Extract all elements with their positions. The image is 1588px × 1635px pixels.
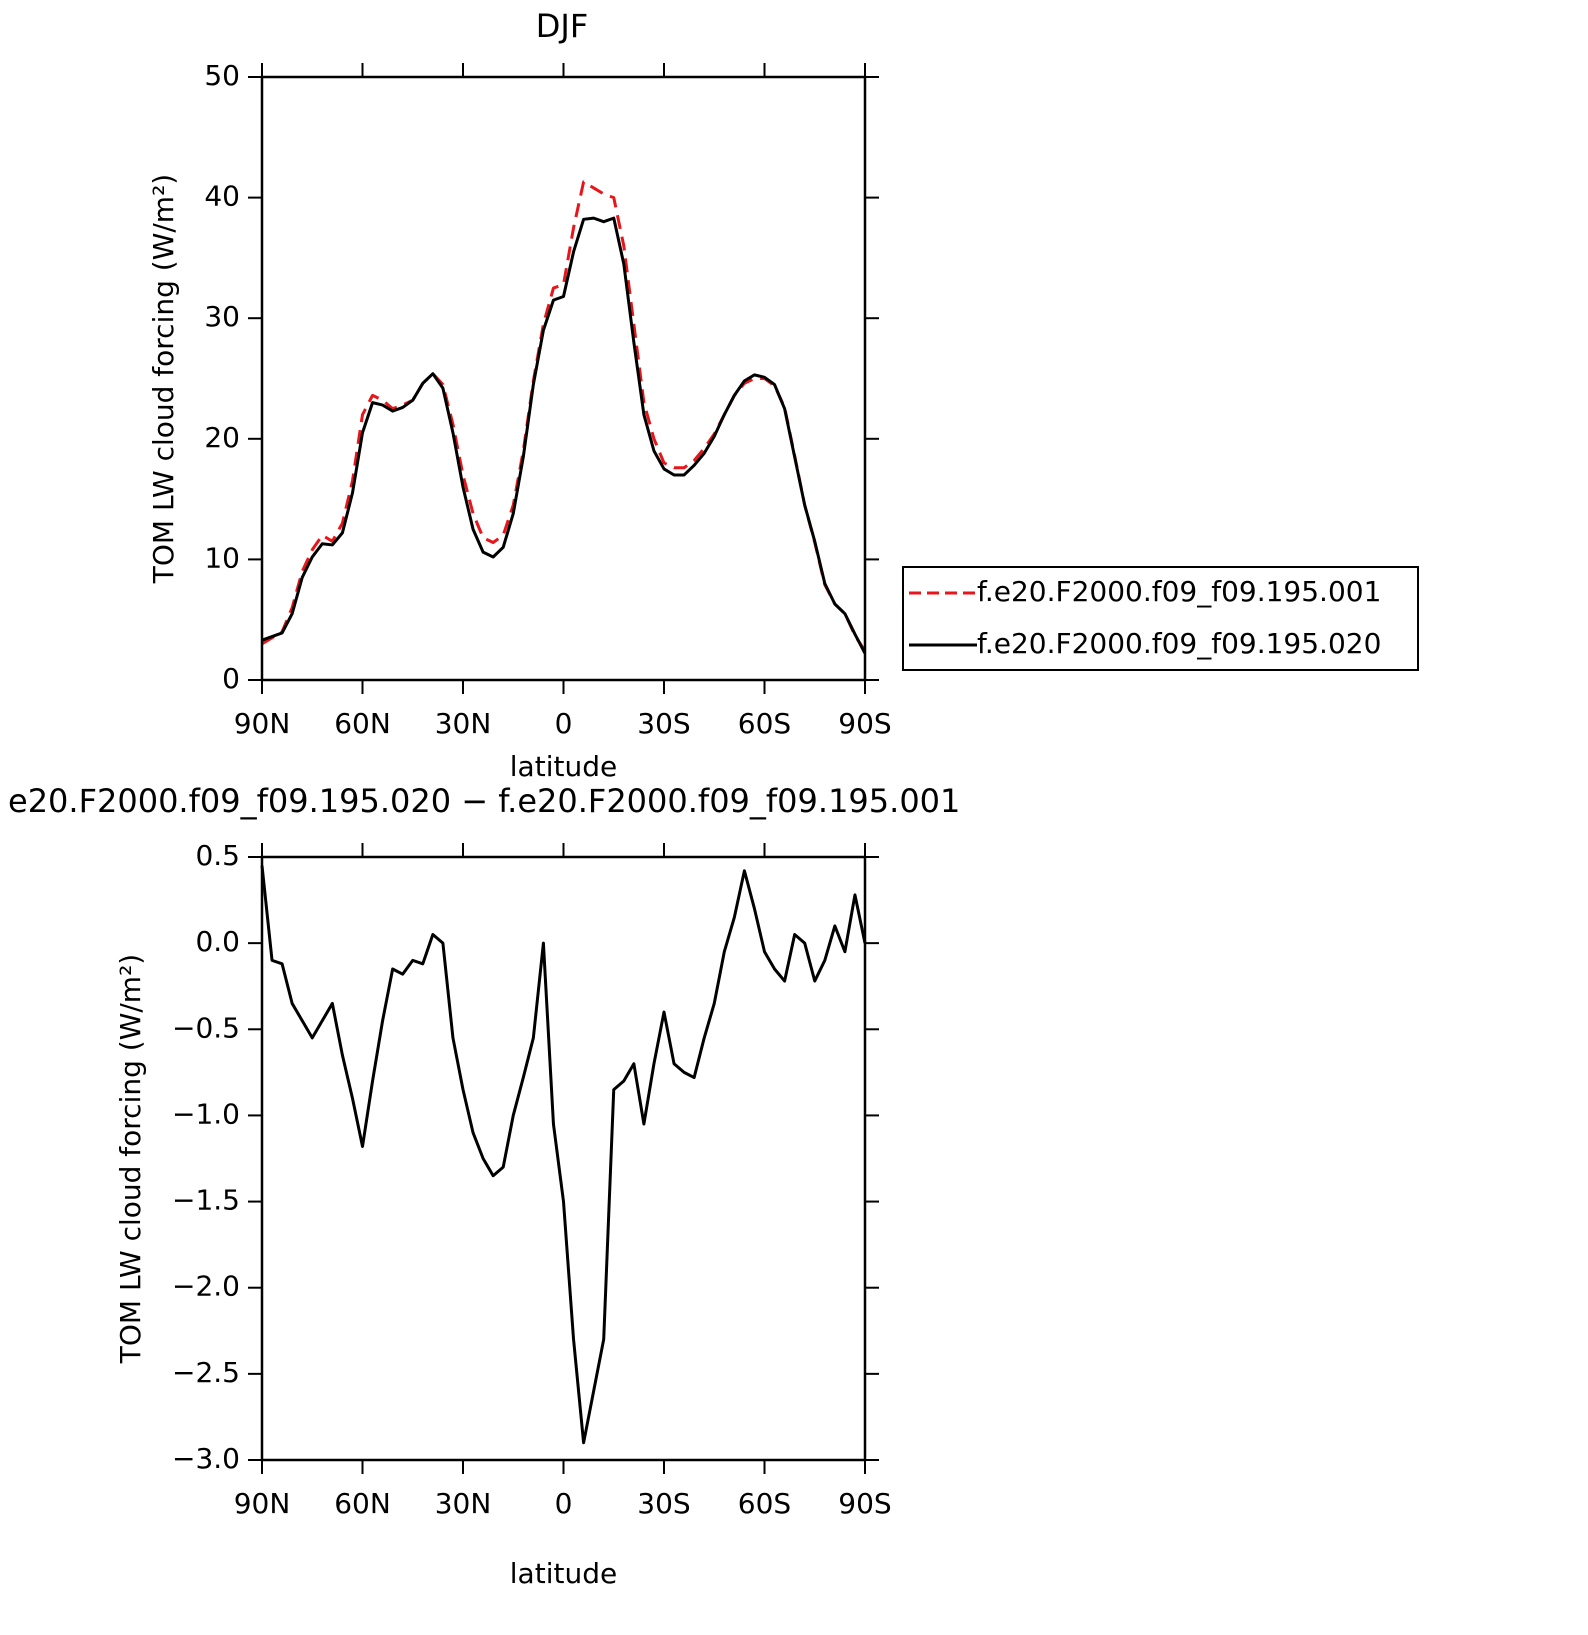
y-tick-label: −3.0	[172, 1442, 240, 1475]
y-axis-label: TOM LW cloud forcing (W/m²)	[114, 954, 147, 1365]
y-tick-label: −0.5	[172, 1011, 240, 1044]
y-tick-label: −1.5	[172, 1184, 240, 1217]
y-axis-label: TOM LW cloud forcing (W/m²)	[147, 174, 180, 585]
y-tick-label: 50	[204, 59, 240, 92]
y-tick-label: 0.0	[195, 925, 240, 958]
y-tick-label: −2.5	[172, 1356, 240, 1389]
y-tick-label: −1.0	[172, 1097, 240, 1130]
x-tick-label: 0	[555, 1487, 573, 1520]
y-tick-label: −2.0	[172, 1270, 240, 1303]
data-line	[261, 180, 867, 652]
data-line	[261, 216, 867, 655]
chart-title: e20.F2000.f09_f09.195.020 − f.e20.F2000.…	[8, 782, 960, 820]
x-tick-label: 90N	[234, 707, 291, 740]
x-tick-label: 60S	[738, 1487, 791, 1520]
x-tick-label: 90S	[838, 707, 891, 740]
chart-title: DJF	[536, 7, 588, 45]
plot-frame	[260, 75, 867, 682]
x-tick-label: 30N	[435, 1487, 492, 1520]
x-tick-label: 90S	[838, 1487, 891, 1520]
y-tick-label: 30	[204, 300, 240, 333]
legend-label: f.e20.F2000.f09_f09.195.001	[977, 575, 1381, 608]
x-tick-label: 60N	[334, 707, 391, 740]
y-tick-label: 40	[204, 180, 240, 213]
x-tick-label: 0	[555, 707, 573, 740]
x-tick-label: 60S	[738, 707, 791, 740]
x-axis-label: latitude	[510, 750, 617, 783]
data-line	[260, 865, 867, 1445]
y-tick-label: 10	[204, 541, 240, 574]
y-tick-label: 0	[222, 662, 240, 695]
x-tick-label: 30S	[637, 707, 690, 740]
y-tick-label: 20	[204, 421, 240, 454]
x-tick-label: 60N	[334, 1487, 391, 1520]
y-tick-label: 0.5	[195, 839, 240, 872]
x-tick-label: 90N	[234, 1487, 291, 1520]
legend-label: f.e20.F2000.f09_f09.195.020	[977, 627, 1381, 660]
legend-box	[902, 566, 1419, 671]
x-tick-label: 30S	[637, 1487, 690, 1520]
plot-frame	[260, 855, 867, 1462]
x-axis-label: latitude	[510, 1557, 617, 1590]
x-tick-label: 30N	[435, 707, 492, 740]
